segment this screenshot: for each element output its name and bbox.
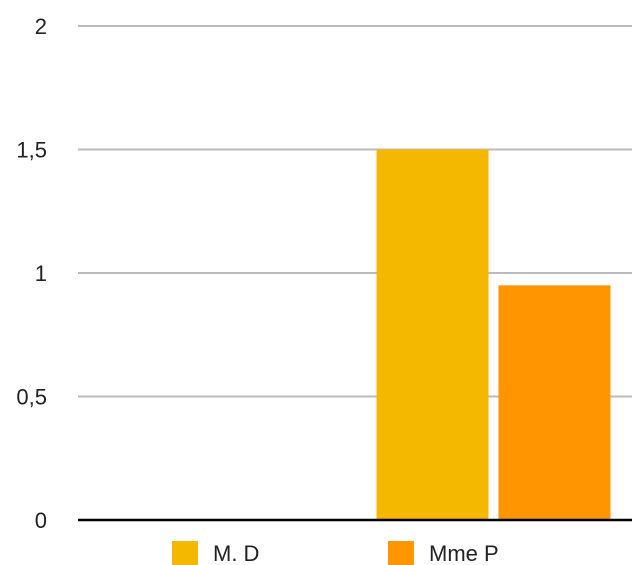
legend-item: M. D: [172, 541, 259, 565]
y-tick-label: 0: [35, 508, 47, 533]
legend: M. D Mme P: [172, 541, 499, 565]
y-tick-label: 1,5: [16, 138, 47, 163]
bar-m-d: [376, 149, 489, 520]
legend-item: Mme P: [388, 541, 499, 565]
legend-label: M. D: [213, 541, 259, 565]
y-tick-label: 2: [35, 14, 47, 39]
y-axis-tick-labels: 0 0,5 1 1,5 2: [16, 14, 47, 533]
bar-mme-p: [498, 285, 611, 520]
y-tick-label: 1: [35, 261, 47, 286]
legend-swatch: [172, 541, 198, 565]
bars: [376, 149, 611, 520]
legend-swatch: [388, 541, 414, 565]
legend-label: Mme P: [429, 541, 499, 565]
y-tick-label: 0,5: [16, 385, 47, 410]
